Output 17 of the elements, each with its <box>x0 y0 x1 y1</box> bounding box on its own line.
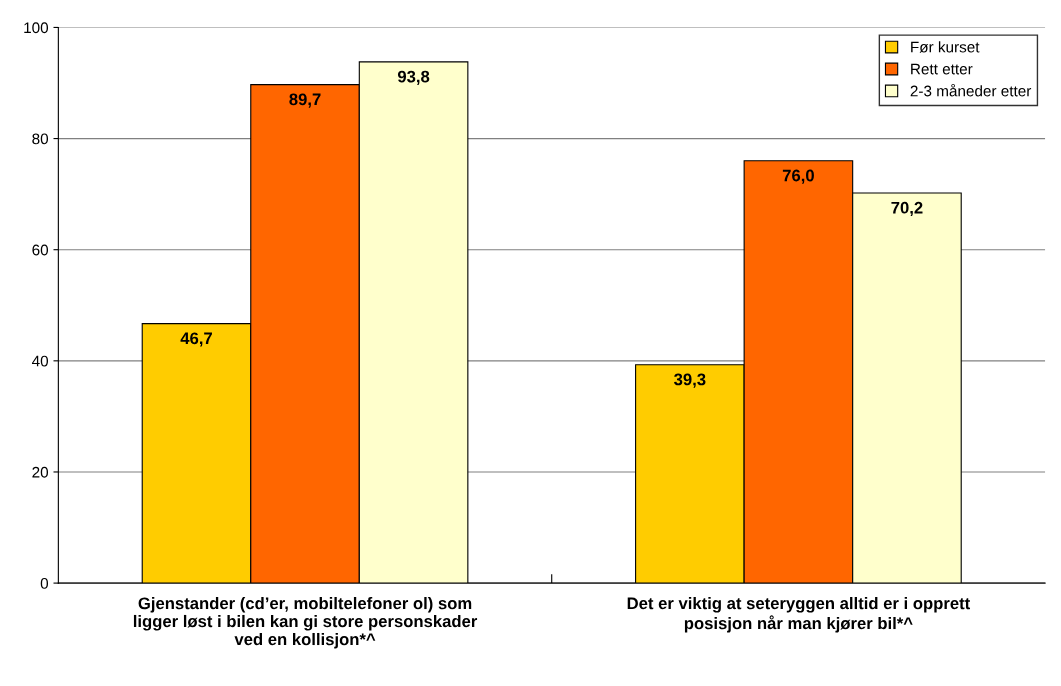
x-tick-label: Gjenstander (cd’er, mobiltelefoner ol) som ligger løst i bilen kan gi store personskader ved en kollisjon*^ <box>133 596 478 649</box>
data-label: 46,7 <box>180 332 212 347</box>
data-label: 89,7 <box>289 93 321 108</box>
y-tick-label: 80 <box>32 133 49 145</box>
data-label: 93,8 <box>397 70 430 85</box>
data-label: 70,2 <box>891 201 923 217</box>
x-tick-label: Det er viktig at seteryggen alltid er i opprett posisjon når man kjører bil*^ <box>627 596 971 633</box>
legend-label: Rett etter <box>911 63 973 75</box>
legend-label: Før kurset <box>911 41 980 53</box>
y-tick-label: 0 <box>40 577 49 589</box>
legend-label: 2-3 måneder etter <box>910 83 1032 97</box>
y-tick-label: 60 <box>32 244 49 256</box>
data-label: 76,0 <box>782 169 814 184</box>
y-tick-label: 20 <box>32 466 49 478</box>
y-tick-label: 100 <box>24 22 49 34</box>
y-tick-label: 40 <box>31 355 49 367</box>
data-label: 39,3 <box>674 373 706 388</box>
